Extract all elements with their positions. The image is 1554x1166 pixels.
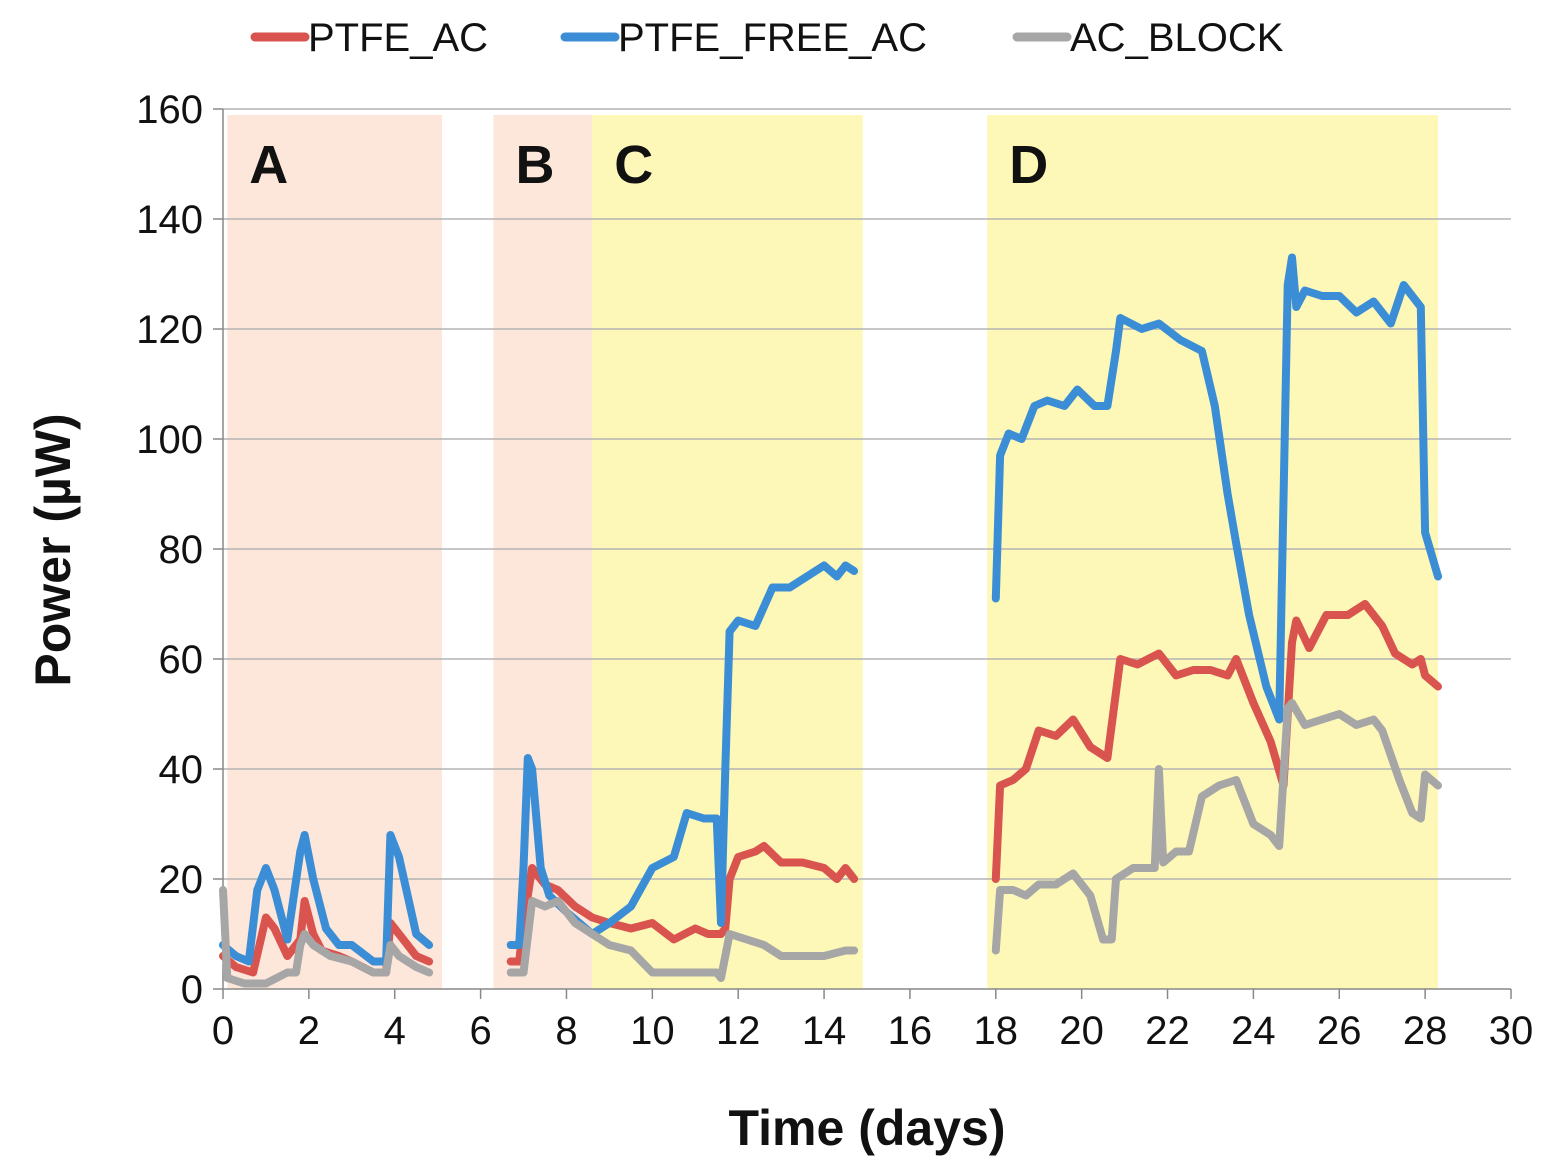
legend-label-ptfe-free-ac: PTFE_FREE_AC [618,16,927,60]
y-tick-label: 100 [136,418,203,462]
region-a-band [227,115,442,989]
y-tick-label: 0 [181,968,203,1012]
x-tick-label: 26 [1317,1009,1362,1053]
x-tick-label: 0 [212,1009,234,1053]
x-tick-label: 20 [1059,1009,1104,1053]
y-tick-label: 80 [159,528,204,572]
region-c-band [592,115,863,989]
series-line-ac-block [991,699,1442,955]
x-tick-label: 30 [1489,1009,1534,1053]
series-line-ptfe-ac [991,600,1442,883]
region-label-b: B [515,135,554,195]
legend: PTFE_AC PTFE_FREE_AC AC_BLOCK [250,16,1284,60]
x-tick-label: 14 [802,1009,847,1053]
x-tick-label: 24 [1231,1009,1276,1053]
x-tick-label: 4 [384,1009,406,1053]
y-tick-label: 60 [159,638,204,682]
y-tick-label: 160 [136,88,203,132]
x-tick-label: 28 [1403,1009,1448,1053]
series-lines [219,253,1442,988]
series-line-ptfe-free-ac [506,561,859,949]
series-line-ac-block [506,897,859,982]
region-label-a: A [249,135,288,195]
series-line-ptfe-free-ac [219,831,434,966]
region-d-band [987,115,1439,989]
x-tick-label: 18 [974,1009,1019,1053]
y-axis-title: Power (µW) [25,413,81,686]
x-tick-label: 10 [630,1009,675,1053]
y-tick-label: 40 [159,748,204,792]
legend-label-ac-block: AC_BLOCK [1070,16,1284,60]
region-label-c: C [614,135,653,195]
x-tick-label: 2 [298,1009,320,1053]
x-axis-title: Time (days) [729,1100,1006,1156]
x-tick-label: 12 [716,1009,761,1053]
x-tick-label: 6 [469,1009,491,1053]
y-tick-label: 120 [136,308,203,352]
x-tick-label: 22 [1145,1009,1190,1053]
series-line-ac-block [219,886,434,988]
region-label-d: D [1009,135,1048,195]
x-tick-label: 8 [555,1009,577,1053]
series-line-ptfe-free-ac [991,253,1442,724]
y-tick-label: 20 [159,858,204,902]
region-b-band [493,115,593,989]
y-tick-label: 140 [136,198,203,242]
legend-label-ptfe-ac: PTFE_AC [308,16,488,60]
gridlines [223,108,1511,880]
x-tick-label: 16 [888,1009,933,1053]
series-line-ptfe-ac [219,897,434,977]
shaded-regions [227,115,1439,989]
